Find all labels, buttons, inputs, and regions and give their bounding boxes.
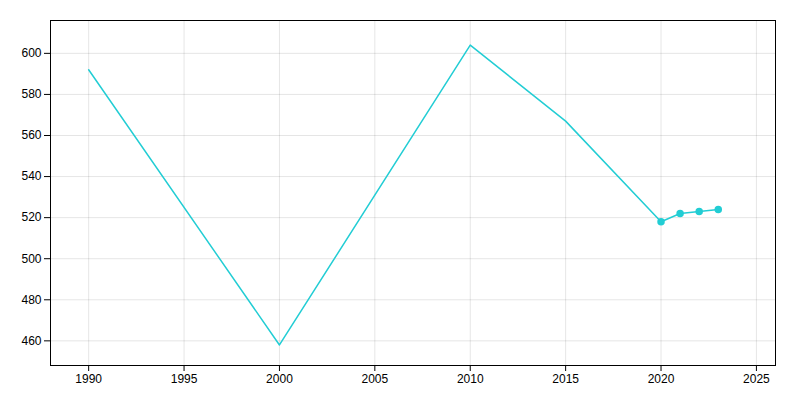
svg-text:1995: 1995 (171, 372, 198, 386)
svg-text:520: 520 (21, 210, 41, 224)
svg-text:2005: 2005 (361, 372, 388, 386)
svg-text:2000: 2000 (266, 372, 293, 386)
svg-text:2025: 2025 (743, 372, 770, 386)
svg-text:500: 500 (21, 252, 41, 266)
svg-text:460: 460 (21, 334, 41, 348)
svg-text:1990: 1990 (75, 372, 102, 386)
svg-text:2020: 2020 (648, 372, 675, 386)
svg-text:580: 580 (21, 87, 41, 101)
svg-text:480: 480 (21, 293, 41, 307)
svg-text:600: 600 (21, 46, 41, 60)
svg-text:560: 560 (21, 128, 41, 142)
svg-text:2010: 2010 (457, 372, 484, 386)
svg-text:2015: 2015 (552, 372, 579, 386)
svg-text:540: 540 (21, 169, 41, 183)
